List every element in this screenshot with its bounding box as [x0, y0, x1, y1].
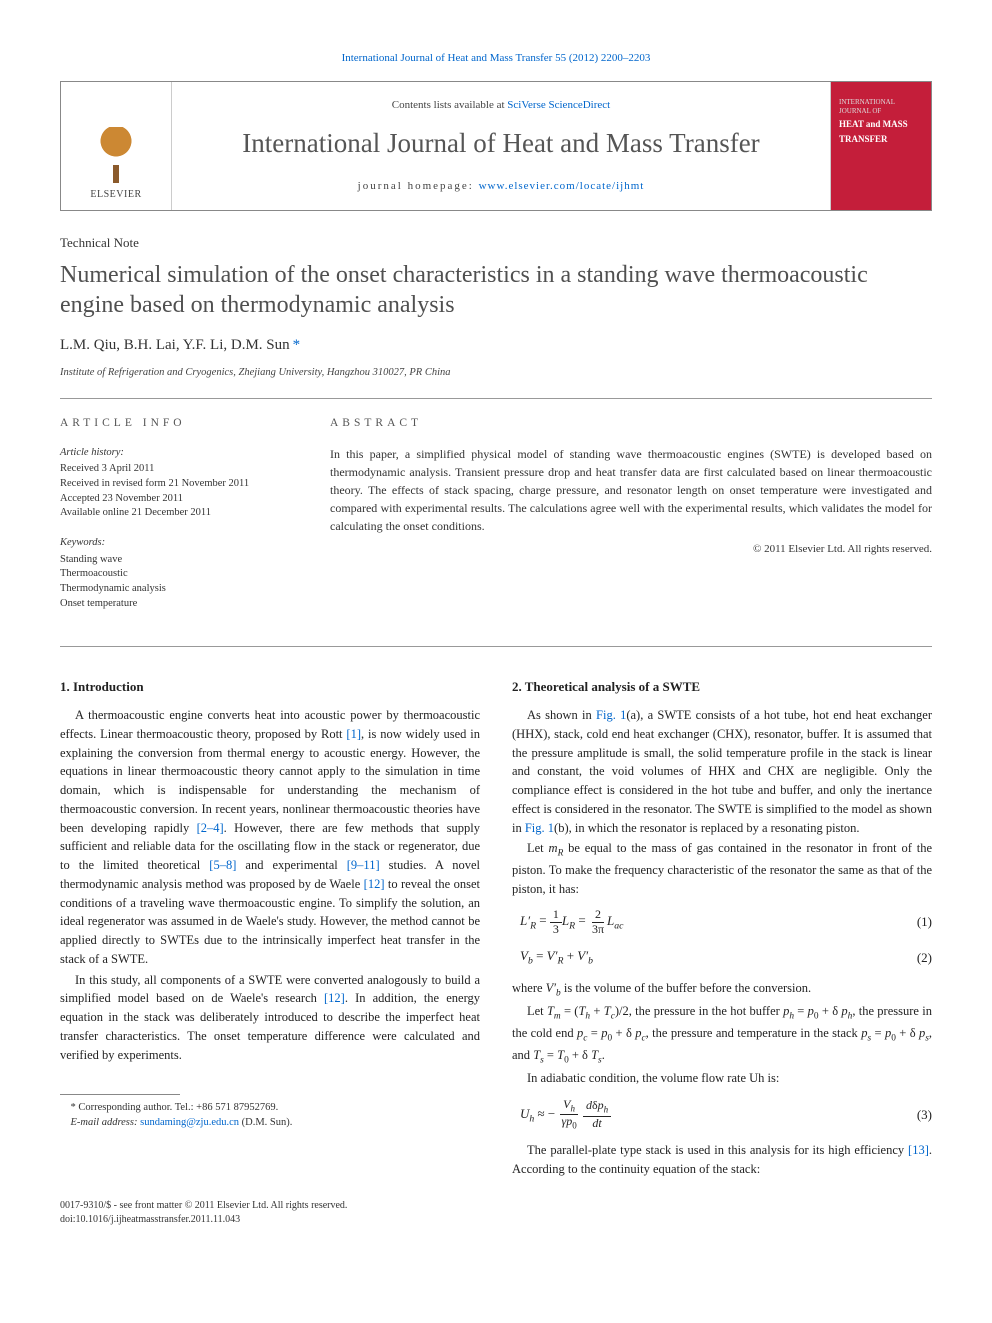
email-footnote: E-mail address: sundaming@zju.edu.cn (D.… — [60, 1116, 480, 1131]
s1-para-1: A thermoacoustic engine converts heat in… — [60, 706, 480, 969]
s2-para-4: Let Tm = (Th + Tc)/2, the pressure in th… — [512, 1002, 932, 1067]
fig-1b-link[interactable]: Fig. 1 — [525, 821, 554, 835]
email-label: E-mail address: — [71, 1117, 141, 1128]
history-label: Article history: — [60, 445, 300, 461]
equation-3: Uh ≈ − Vhγp0 dδphdt (3) — [512, 1098, 932, 1132]
left-column: 1. Introduction A thermoacoustic engine … — [60, 669, 480, 1181]
email-who: (D.M. Sun). — [239, 1117, 292, 1128]
sciencedirect-link[interactable]: SciVerse ScienceDirect — [507, 99, 610, 111]
cover-supertitle: INTERNATIONAL JOURNAL OF — [839, 98, 923, 116]
text-run: , is now widely used in explaining the c… — [60, 727, 480, 835]
article-type: Technical Note — [60, 233, 932, 253]
keyword-1: Standing wave — [60, 553, 300, 568]
s2-para-3: where V′b is the volume of the buffer be… — [512, 979, 932, 1001]
ref-1-link[interactable]: [1] — [346, 727, 361, 741]
journal-ref-link[interactable]: International Journal of Heat and Mass T… — [342, 52, 651, 64]
banner-center: Contents lists available at SciVerse Sci… — [171, 82, 831, 210]
abstract-text: In this paper, a simplified physical mod… — [330, 445, 932, 535]
affiliation: Institute of Refrigeration and Cryogenic… — [60, 365, 932, 381]
keywords-block: Keywords: Standing wave Thermoacoustic T… — [60, 535, 300, 612]
history-accepted: Accepted 23 November 2011 — [60, 492, 300, 507]
publisher-name: ELSEVIER — [90, 187, 141, 202]
keyword-3: Thermodynamic analysis — [60, 582, 300, 597]
s2-para-5: In adiabatic condition, the volume flow … — [512, 1069, 932, 1088]
history-online: Available online 21 December 2011 — [60, 506, 300, 521]
article-title: Numerical simulation of the onset charac… — [60, 260, 932, 320]
cover-title-line2: TRANSFER — [839, 133, 923, 147]
right-column: 2. Theoretical analysis of a SWTE As sho… — [512, 669, 932, 1181]
article-info-label: ARTICLE INFO — [60, 415, 300, 432]
body-columns: 1. Introduction A thermoacoustic engine … — [60, 669, 932, 1181]
text-run: (b), in which the resonator is replaced … — [554, 821, 859, 835]
section-1-heading: 1. Introduction — [60, 677, 480, 697]
email-link[interactable]: sundaming@zju.edu.cn — [140, 1117, 239, 1128]
info-abstract-block: ARTICLE INFO Article history: Received 3… — [60, 398, 932, 646]
journal-reference: International Journal of Heat and Mass T… — [60, 50, 932, 67]
equation-2-number: (2) — [892, 948, 932, 968]
corresponding-marker-link[interactable]: * — [293, 337, 301, 353]
abstract-column: ABSTRACT In this paper, a simplified phy… — [330, 415, 932, 625]
cover-title-line1: HEAT and MASS — [839, 118, 923, 132]
text-run: (a), a SWTE consists of a hot tube, hot … — [512, 708, 932, 835]
s2-para-6: The parallel-plate type stack is used in… — [512, 1141, 932, 1179]
contents-prefix: Contents lists available at — [392, 99, 507, 111]
footnote-separator — [60, 1094, 180, 1095]
ref-2-4-link[interactable]: [2–4] — [197, 821, 224, 835]
ref-12a-link[interactable]: [12] — [364, 877, 385, 891]
journal-banner: ELSEVIER Contents lists available at Sci… — [60, 81, 932, 211]
front-matter-meta: 0017-9310/$ - see front matter © 2011 El… — [60, 1199, 932, 1227]
keyword-2: Thermoacoustic — [60, 567, 300, 582]
elsevier-tree-icon — [88, 127, 144, 183]
section-2-heading: 2. Theoretical analysis of a SWTE — [512, 677, 932, 697]
authors-list: L.M. Qiu, B.H. Lai, Y.F. Li, D.M. Sun — [60, 337, 290, 353]
ref-9-11-link[interactable]: [9–11] — [347, 858, 380, 872]
ref-12b-link[interactable]: [12] — [324, 991, 345, 1005]
s2-para-1: As shown in Fig. 1(a), a SWTE consists o… — [512, 706, 932, 837]
elsevier-logo[interactable]: ELSEVIER — [88, 127, 144, 202]
abstract-label: ABSTRACT — [330, 415, 932, 432]
equation-1: L′R = 13LR = 23πLac (1) — [512, 908, 932, 935]
contents-line: Contents lists available at SciVerse Sci… — [392, 97, 610, 114]
doi: doi:10.1016/j.ijheatmasstransfer.2011.11… — [60, 1213, 932, 1227]
equation-1-number: (1) — [892, 912, 932, 932]
authors: L.M. Qiu, B.H. Lai, Y.F. Li, D.M. Sun * — [60, 334, 932, 357]
equation-2-body: Vb = V′R + V′b — [512, 946, 892, 969]
homepage-link[interactable]: www.elsevier.com/locate/ijhmt — [479, 180, 645, 192]
issn-copyright: 0017-9310/$ - see front matter © 2011 El… — [60, 1199, 932, 1213]
homepage-prefix: journal homepage: — [358, 180, 479, 192]
text-run: As shown in — [527, 708, 596, 722]
s2-para-2: Let mR be equal to the mass of gas conta… — [512, 839, 932, 898]
article-info-column: ARTICLE INFO Article history: Received 3… — [60, 415, 300, 625]
history-received: Received 3 April 2011 — [60, 462, 300, 477]
equation-3-body: Uh ≈ − Vhγp0 dδphdt — [512, 1098, 892, 1132]
abstract-copyright: © 2011 Elsevier Ltd. All rights reserved… — [330, 541, 932, 558]
journal-cover: INTERNATIONAL JOURNAL OF HEAT and MASS T… — [831, 82, 931, 210]
ref-5-8-link[interactable]: [5–8] — [209, 858, 236, 872]
fig-1a-link[interactable]: Fig. 1 — [596, 708, 626, 722]
history-revised: Received in revised form 21 November 201… — [60, 477, 300, 492]
keywords-label: Keywords: — [60, 535, 300, 551]
text-run: The parallel-plate type stack is used in… — [527, 1143, 908, 1157]
keyword-4: Onset temperature — [60, 597, 300, 612]
equation-1-body: L′R = 13LR = 23πLac — [512, 908, 892, 935]
history-block: Article history: Received 3 April 2011 R… — [60, 445, 300, 522]
equation-2: Vb = V′R + V′b (2) — [512, 946, 932, 969]
homepage-line: journal homepage: www.elsevier.com/locat… — [358, 178, 645, 195]
ref-13-link[interactable]: [13] — [908, 1143, 929, 1157]
equation-3-number: (3) — [892, 1105, 932, 1125]
text-run: and experimental — [236, 858, 346, 872]
s1-para-2: In this study, all components of a SWTE … — [60, 971, 480, 1065]
journal-title: International Journal of Heat and Mass T… — [242, 123, 759, 164]
publisher-logo-area: ELSEVIER — [61, 82, 171, 210]
corresponding-author-footnote: * Corresponding author. Tel.: +86 571 87… — [60, 1101, 480, 1116]
